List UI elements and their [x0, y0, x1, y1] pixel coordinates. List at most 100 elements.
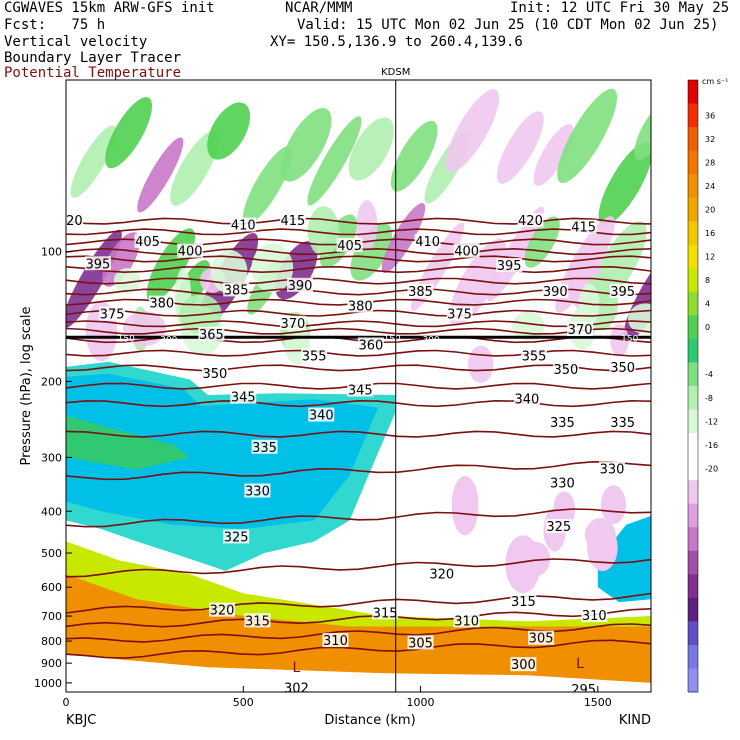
colorbar-swatch	[688, 174, 698, 199]
velocity-blob	[113, 268, 141, 294]
theta-label-bg	[230, 389, 257, 404]
y-tick-label: 800	[41, 635, 62, 648]
theta-contour-310	[66, 608, 651, 628]
theta-label: 340	[309, 409, 334, 424]
velocity-blob	[390, 120, 438, 192]
theta-label-bg	[301, 348, 328, 363]
theta-label: 415	[571, 221, 596, 236]
theta-contour-415	[66, 228, 651, 236]
tracer-right	[597, 515, 651, 603]
theta-label-bg	[407, 635, 434, 650]
theta-label-bg	[599, 461, 625, 476]
velocity-blob	[598, 142, 651, 226]
colorbar-swatch	[688, 644, 698, 669]
theta-label: 405	[135, 235, 160, 250]
theta-label: 350	[202, 367, 227, 382]
theta-label-bg	[609, 359, 636, 374]
colorbar-tick-label: 16	[705, 229, 715, 238]
theta-label-bg	[528, 630, 555, 645]
colorbar-swatch	[688, 197, 698, 222]
theta-label: 390	[543, 285, 568, 300]
x-tick-label: 1500	[584, 696, 612, 709]
theta-label-bg	[372, 605, 399, 620]
theta-label-bg	[549, 475, 576, 490]
theta-label: 295	[571, 683, 596, 698]
x-tick-label: 0	[63, 696, 70, 709]
valid-time: Valid: 15 UTC Mon 02 Jun 25 (10 CDT Mon …	[297, 17, 719, 33]
theta-label-bg	[567, 322, 594, 337]
theta-contour-320	[66, 558, 651, 578]
theta-label: 415	[280, 214, 305, 229]
velocity-blob	[451, 475, 479, 536]
theta-label-bg	[510, 594, 537, 609]
theta-label: 355	[302, 349, 327, 364]
theta-label: 405	[337, 239, 362, 254]
theta-label: 410	[415, 235, 440, 250]
x-tick-label: 1000	[407, 696, 435, 709]
theta-label: 345	[231, 391, 256, 406]
field-label-theta: Potential Temperature	[4, 65, 182, 81]
org-label: NCAR/MMM	[285, 0, 353, 16]
theta-label: 400	[178, 245, 203, 260]
theta-label: 330	[600, 462, 625, 477]
theta-contour-335	[66, 430, 651, 438]
tropopause-label: 300	[160, 335, 177, 345]
theta-label: 350	[553, 363, 578, 378]
theta-label: 335	[252, 441, 277, 456]
colorbar-tick-label: 20	[705, 205, 715, 214]
theta-label: 330	[245, 485, 270, 500]
y-axis-label: Pressure (hPa), log scale	[19, 307, 34, 466]
theta-label: 380	[149, 297, 174, 312]
theta-label: 345	[348, 384, 373, 399]
velocity-blob	[307, 116, 362, 206]
theta-label-bg	[134, 234, 161, 249]
theta-label: 360	[358, 338, 383, 353]
velocity-blob	[584, 518, 616, 552]
colorbar-swatch	[688, 338, 698, 363]
theta-label: 400	[454, 245, 479, 260]
field-label-tracer: Boundary Layer Tracer	[4, 50, 182, 66]
low-marker: L	[293, 660, 301, 676]
colorbar-swatch	[688, 668, 698, 693]
forecast-hour: Fcst: 75 h	[4, 17, 106, 33]
left-station-label: KBJC	[66, 713, 96, 728]
theta-label: 335	[550, 416, 575, 431]
theta-contour-370	[66, 320, 651, 328]
theta-label-bg	[209, 602, 235, 617]
colorbar-swatch	[688, 362, 698, 387]
tropopause-label: 300	[423, 335, 440, 345]
colorbar-units: cm s⁻¹	[702, 77, 728, 86]
theta-label-bg	[244, 483, 271, 498]
theta-label: 325	[546, 520, 571, 535]
velocity-blob	[600, 485, 626, 525]
theta-label: 420	[518, 214, 543, 229]
velocity-blob	[356, 200, 378, 251]
velocity-blob	[496, 111, 544, 184]
theta-label-bg	[148, 295, 175, 310]
colorbar-swatch	[688, 503, 698, 528]
theta-label: 310	[323, 634, 348, 649]
x-tick-label: 500	[233, 696, 254, 709]
colorbar-tick-label: -16	[705, 441, 718, 450]
theta-label-bg	[542, 283, 569, 298]
theta-label-bg	[552, 361, 579, 376]
theta-label: 410	[231, 219, 256, 234]
theta-label-bg	[407, 283, 434, 298]
theta-label: 305	[529, 632, 554, 647]
colorbar-tick-label: -12	[705, 417, 718, 426]
colorbar-swatch	[688, 291, 698, 316]
colorbar-tick-label: -20	[705, 464, 718, 473]
theta-label: 370	[280, 317, 305, 332]
colorbar-swatch	[688, 80, 698, 105]
terrain	[66, 654, 651, 692]
colorbar-tick-label: -4	[705, 370, 713, 379]
theta-label-bg	[453, 613, 480, 628]
colorbar-swatch	[688, 527, 698, 552]
theta-label: 395	[497, 259, 522, 274]
theta-label: 315	[511, 595, 536, 610]
low-marker: L	[576, 656, 584, 672]
velocity-blob	[468, 345, 494, 383]
theta-label-bg	[570, 219, 597, 234]
theta-label-bg	[177, 243, 204, 258]
